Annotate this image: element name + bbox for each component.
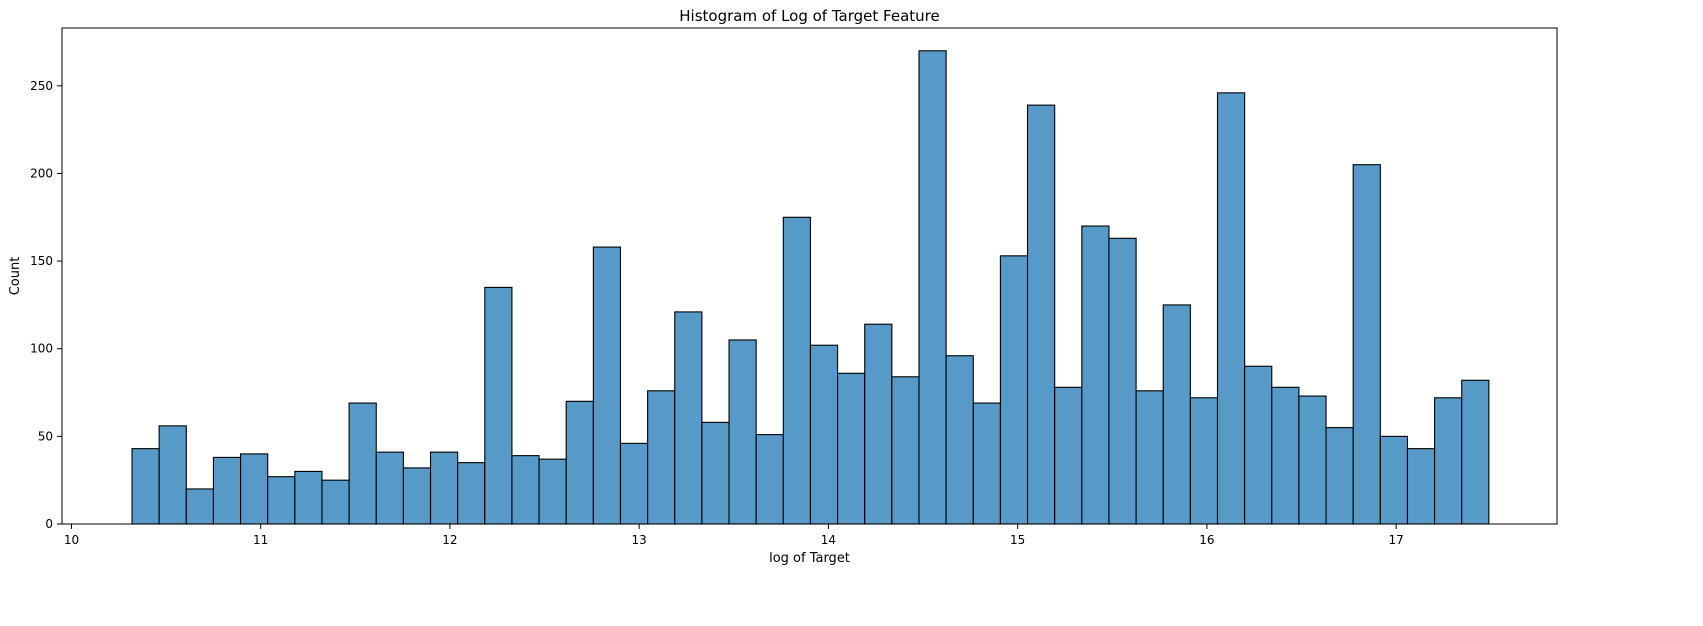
- histogram-bar: [1136, 391, 1163, 524]
- histogram-bar: [620, 443, 647, 524]
- histogram-bar: [295, 471, 322, 524]
- histogram-bar: [729, 340, 756, 524]
- histogram-bar: [1163, 305, 1190, 524]
- histogram-bar: [1272, 387, 1299, 524]
- histogram-bar: [756, 435, 783, 524]
- histogram-bar: [1462, 380, 1489, 524]
- x-tick-label: 12: [442, 533, 457, 547]
- histogram-bar: [213, 457, 240, 524]
- histogram-bar: [675, 312, 702, 524]
- histogram-bar: [593, 247, 620, 524]
- histogram-bar: [485, 287, 512, 524]
- histogram-bar: [1218, 93, 1245, 524]
- histogram-bar: [783, 217, 810, 524]
- histogram-bar: [1055, 387, 1082, 524]
- histogram-bar: [1353, 165, 1380, 524]
- histogram-bars: [132, 51, 1489, 524]
- x-tick-label: 16: [1199, 533, 1214, 547]
- y-tick-label: 200: [30, 166, 53, 180]
- histogram-bar: [810, 345, 837, 524]
- x-tick-label: 10: [64, 533, 79, 547]
- histogram-bar: [973, 403, 1000, 524]
- histogram-bar: [512, 456, 539, 524]
- y-axis-ticks: 0 50 100 150 200 250: [30, 79, 62, 531]
- x-axis-label: log of Target: [769, 551, 850, 566]
- histogram-bar: [376, 452, 403, 524]
- x-axis-ticks: 10 11 12 13 14 15 16 17: [64, 524, 1404, 547]
- histogram-bar: [1190, 398, 1217, 524]
- x-tick-label: 17: [1389, 533, 1404, 547]
- histogram-bar: [539, 459, 566, 524]
- x-tick-label: 15: [1010, 533, 1025, 547]
- y-tick-label: 100: [30, 342, 53, 356]
- chart-title: Histogram of Log of Target Feature: [679, 7, 939, 25]
- histogram-bar: [1028, 105, 1055, 524]
- y-tick-label: 0: [45, 517, 53, 531]
- histogram-bar: [322, 480, 349, 524]
- histogram-bar: [458, 463, 485, 524]
- histogram-bar: [1082, 226, 1109, 524]
- y-tick-label: 50: [38, 429, 53, 443]
- histogram-bar: [1326, 428, 1353, 524]
- histogram-bar: [1245, 366, 1272, 524]
- histogram-bar: [946, 356, 973, 524]
- histogram-bar: [349, 403, 376, 524]
- x-tick-label: 11: [253, 533, 268, 547]
- histogram-bar: [1299, 396, 1326, 524]
- histogram-bar: [132, 449, 159, 524]
- y-axis-label: Count: [8, 257, 23, 296]
- histogram-bar: [186, 489, 213, 524]
- histogram-bar: [431, 452, 458, 524]
- y-tick-label: 250: [30, 79, 53, 93]
- histogram-bar: [268, 477, 295, 524]
- histogram-bar: [892, 377, 919, 524]
- x-tick-label: 13: [632, 533, 647, 547]
- histogram-bar: [403, 468, 430, 524]
- histogram-bar: [648, 391, 675, 524]
- histogram-bar: [1109, 238, 1136, 524]
- histogram-bar: [566, 401, 593, 524]
- histogram-bar: [865, 324, 892, 524]
- histogram-bar: [241, 454, 268, 524]
- histogram-bar: [838, 373, 865, 524]
- y-tick-label: 150: [30, 254, 53, 268]
- histogram-bar: [919, 51, 946, 524]
- histogram-bar: [1000, 256, 1027, 524]
- histogram-bar: [1380, 436, 1407, 524]
- x-tick-label: 14: [821, 533, 836, 547]
- histogram-bar: [702, 422, 729, 524]
- histogram-bar: [1407, 449, 1434, 524]
- histogram-bar: [1435, 398, 1462, 524]
- histogram-bar: [159, 426, 186, 524]
